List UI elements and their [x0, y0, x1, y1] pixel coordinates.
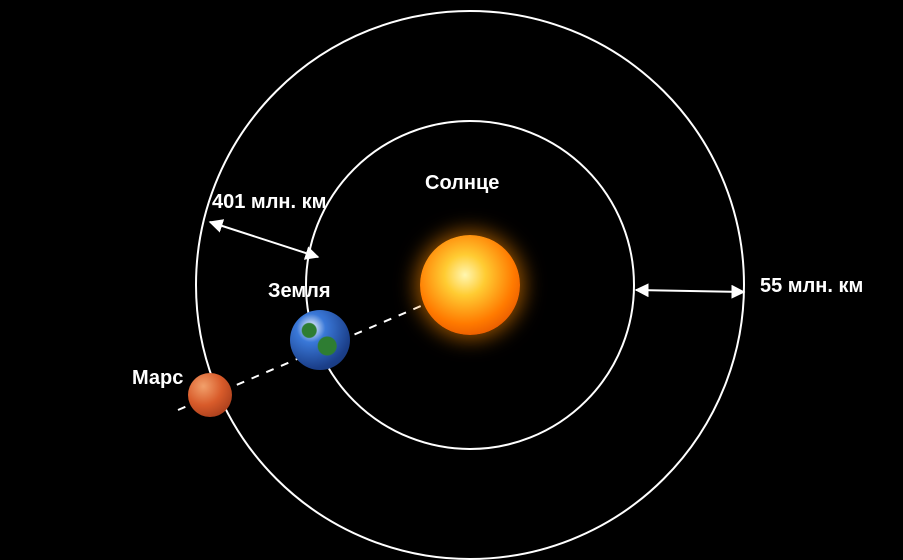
label-sun: Солнце [425, 172, 499, 195]
label-earth: Земля [268, 280, 331, 303]
mars [188, 373, 232, 417]
label-distance-near: 55 млн. км [760, 275, 863, 298]
diagram-stage: Солнце Земля Марс 401 млн. км 55 млн. км [0, 0, 903, 560]
label-distance-far: 401 млн. км [212, 191, 326, 214]
sun [420, 235, 520, 335]
earth [290, 310, 350, 370]
label-mars: Марс [132, 367, 183, 390]
